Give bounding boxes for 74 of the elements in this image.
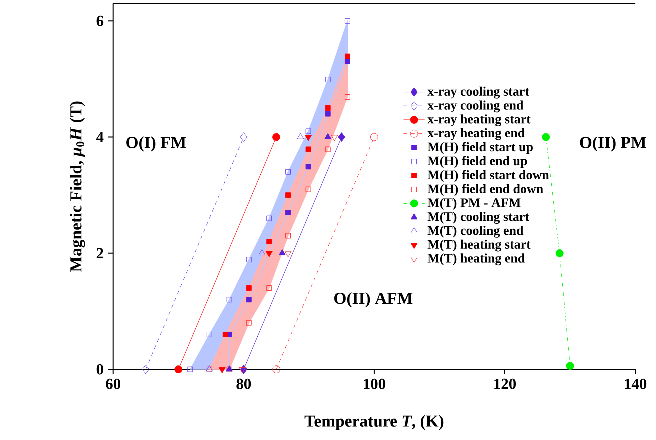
point (272, 365, 281, 374)
point (556, 249, 564, 258)
point (142, 364, 150, 374)
point (226, 296, 232, 302)
point (344, 94, 350, 100)
point (338, 132, 346, 142)
legend-label: M(H) field end up (428, 156, 528, 168)
point (240, 132, 248, 142)
point (344, 18, 350, 24)
point (206, 332, 212, 338)
x-tick-label: 120 (494, 378, 516, 390)
point (246, 256, 252, 262)
x-tick-label: 60 (106, 378, 121, 390)
legend-label: M(T) cooling start (428, 212, 530, 224)
annotation: O(II) PM (580, 136, 646, 152)
point (566, 362, 574, 370)
annotation: O(I) FM (126, 136, 186, 152)
point (284, 251, 292, 258)
point (258, 249, 266, 256)
point (344, 58, 350, 64)
x-axis-title: Temperature T, (K) (304, 414, 444, 430)
y-axis-title: Magnetic Field, μ$_{0}$H (T) (70, 102, 86, 272)
point (272, 133, 281, 142)
x-tick-label: 80 (236, 378, 252, 390)
point (325, 111, 331, 117)
y-tick-label: 0 (96, 364, 104, 375)
legend-label: M(H) field end down (428, 184, 544, 196)
point (174, 365, 183, 374)
point (306, 146, 312, 152)
point (542, 133, 550, 142)
legend-label: x-ray heating end (428, 128, 526, 140)
x-tick-label: 140 (625, 378, 647, 390)
y-tick-label: 2 (96, 248, 104, 258)
legend-label: M(H) field start up (428, 142, 533, 154)
point (266, 285, 272, 291)
point (188, 366, 194, 372)
point (278, 249, 286, 256)
point (305, 134, 312, 142)
point (266, 238, 272, 244)
point (246, 320, 252, 326)
point (266, 251, 273, 258)
y-tick-label: 4 (96, 132, 104, 142)
point (325, 76, 331, 82)
legend-label: M(T) PM - AFM (428, 198, 521, 210)
legend-label: M(T) heating end (428, 253, 526, 266)
point (239, 367, 246, 374)
point (344, 54, 350, 60)
point (246, 285, 252, 291)
point (286, 192, 292, 198)
point (325, 105, 331, 111)
point (324, 133, 332, 140)
point (286, 169, 292, 175)
point (306, 128, 312, 134)
point (306, 164, 312, 170)
point (331, 134, 338, 142)
point (370, 133, 378, 142)
legend-label: x-ray cooling end (428, 100, 524, 112)
point (266, 216, 272, 222)
point (246, 296, 252, 302)
point (325, 146, 331, 152)
point (297, 133, 304, 140)
annotation: O(II) AFM (334, 292, 413, 308)
point (286, 233, 292, 239)
point (306, 186, 312, 192)
point (286, 210, 292, 216)
point (218, 367, 226, 374)
point (222, 332, 228, 338)
legend-label: M(T) cooling end (428, 226, 524, 238)
x-tick-label: 100 (364, 378, 386, 390)
legend-label: M(T) heating start (428, 240, 531, 252)
legend-label: M(H) field start down (428, 170, 550, 182)
legend-label: x-ray cooling start (428, 86, 530, 99)
y-tick-label: 6 (96, 16, 104, 26)
legend-label: x-ray heating start (428, 114, 531, 126)
